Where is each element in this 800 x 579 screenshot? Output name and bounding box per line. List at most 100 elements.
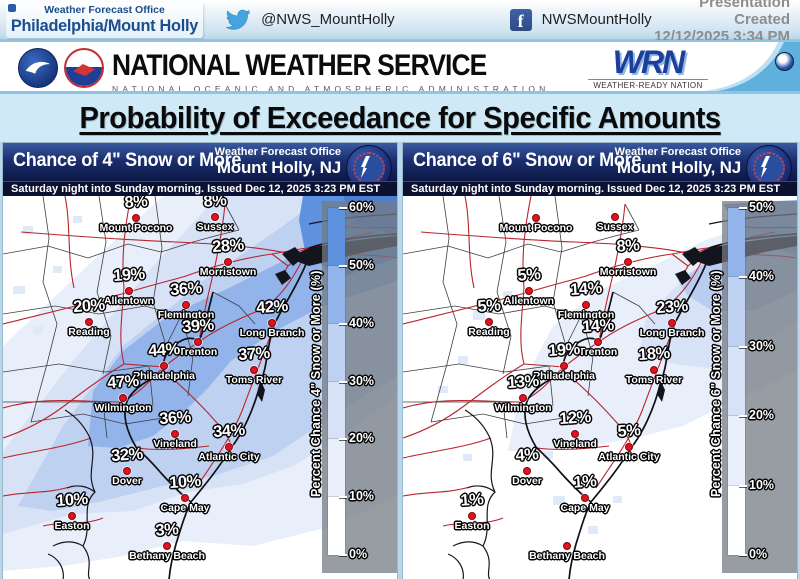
city-probability: 14% xyxy=(581,315,615,337)
city-dot xyxy=(571,430,579,438)
map-subtitle: Saturday night into Sunday morning. Issu… xyxy=(403,181,797,196)
city-name: Dover xyxy=(512,475,542,487)
office-corner-icon xyxy=(8,3,16,12)
twitter-group[interactable]: @NWS_MountHolly xyxy=(225,9,395,31)
city-name: Long Branch xyxy=(639,327,705,339)
city-dot xyxy=(611,213,619,221)
city-marker: 20% Reading xyxy=(3,196,397,579)
map-geography xyxy=(3,196,397,579)
city-probability: 39% xyxy=(181,315,215,337)
city-name: Mount Pocono xyxy=(99,222,173,234)
city-name: Sussex xyxy=(196,221,234,233)
city-dot xyxy=(624,258,632,266)
city-marker: 12% Vineland xyxy=(403,196,797,579)
city-name: Flemington xyxy=(557,309,615,321)
city-marker: 1% Cape May xyxy=(403,196,797,579)
city-dot xyxy=(132,214,140,222)
facebook-icon[interactable]: f xyxy=(509,8,532,31)
city-dot xyxy=(525,287,533,295)
city-name: Trenton xyxy=(578,346,618,358)
city-marker: 10% Cape May xyxy=(3,196,397,579)
city-probability: 5% xyxy=(616,421,641,441)
city-marker: 10% Easton xyxy=(3,196,397,579)
city-name: Atlantic City xyxy=(198,451,260,463)
twitter-handle[interactable]: @NWS_MountHolly xyxy=(261,11,395,28)
city-marker: 23% Long Branch xyxy=(403,196,797,579)
map-image-6in: 50% 40% 30% 20% 10% 0% Percent Chance 6" Snow … xyxy=(403,196,797,579)
agency-block: NATIONAL WEATHER SERVICE NATIONAL OCEANI… xyxy=(112,49,550,94)
city-dot xyxy=(581,494,589,502)
city-dot xyxy=(225,443,233,451)
city-name: Bethany Beach xyxy=(129,550,205,562)
city-marker: 13% Wilmington xyxy=(403,196,797,579)
city-probability: 8% xyxy=(202,196,227,211)
city-probability: 5% xyxy=(476,296,501,316)
city-dot xyxy=(650,366,658,374)
facebook-handle[interactable]: NWSMountHolly xyxy=(541,11,652,28)
city-probability xyxy=(527,518,607,524)
map-office: Weather Forecast Office Mount Holly, NJ xyxy=(215,146,342,178)
city-name: Cape May xyxy=(560,502,610,514)
maps-row: Chance of 4" Snow or More Weather Foreca… xyxy=(0,143,800,579)
city-dot xyxy=(123,467,131,475)
city-dot xyxy=(560,362,568,370)
city-marker: 8% Morristown xyxy=(403,196,797,579)
city-dot xyxy=(181,494,189,502)
map-office-name: Mount Holly, NJ xyxy=(616,158,741,177)
city-probability: 4% xyxy=(514,445,539,465)
wrn-acronym: WRN xyxy=(612,44,685,80)
city-name: Allentown xyxy=(103,295,155,307)
city-marker: 19% Allentown xyxy=(3,196,397,579)
city-marker: 18% Toms River xyxy=(403,196,797,579)
city-probability: 10% xyxy=(55,489,89,511)
city-probability: 18% xyxy=(637,343,671,365)
city-marker: 47% Wilmington xyxy=(3,196,397,579)
city-dot xyxy=(523,467,531,475)
agency-name: NATIONAL WEATHER SERVICE xyxy=(112,49,487,82)
city-layer: Mount Pocono Sussex 8% Morristown 5% All… xyxy=(403,196,797,579)
city-dot xyxy=(182,301,190,309)
city-name: Vineland xyxy=(553,438,597,450)
city-marker: 3% Bethany Beach xyxy=(3,196,397,579)
city-probability: 10% xyxy=(168,471,202,493)
presentation-created-label: Presentation Created xyxy=(699,0,790,28)
city-marker: Sussex xyxy=(403,196,797,579)
wrn-logo: WRN WEATHER-READY NATION xyxy=(588,44,708,90)
city-dot xyxy=(85,318,93,326)
nws-logo-icon xyxy=(64,48,104,88)
city-marker: 8% Mount Pocono xyxy=(3,196,397,579)
city-name: Morristown xyxy=(199,266,257,278)
city-name: Allentown xyxy=(503,295,555,307)
map-image-4in: 60% 50% 40% 30% 20% 10% 0% Percent Chance 4" Sn… xyxy=(3,196,397,579)
city-probability: 13% xyxy=(506,371,540,393)
city-probability: 5% xyxy=(516,265,541,285)
city-name: Trenton xyxy=(178,346,218,358)
office-label: Weather Forecast Office xyxy=(44,3,165,16)
city-dot xyxy=(532,214,540,222)
city-dot xyxy=(519,394,527,402)
city-marker: 14% Flemington xyxy=(403,196,797,579)
city-dot xyxy=(250,366,258,374)
city-probability: 42% xyxy=(255,296,289,318)
city-name: Morristown xyxy=(599,266,657,278)
city-probability: 36% xyxy=(169,278,203,300)
city-probability: 37% xyxy=(237,343,271,365)
city-name: Bethany Beach xyxy=(529,550,605,562)
twitter-icon[interactable] xyxy=(225,9,251,31)
city-marker: 42% Long Branch xyxy=(3,196,397,579)
city-marker: 36% Vineland xyxy=(3,196,397,579)
city-dot xyxy=(468,512,476,520)
city-name: Wilmington xyxy=(494,402,552,414)
city-dot xyxy=(594,338,602,346)
city-marker: 5% Reading xyxy=(403,196,797,579)
map-office: Weather Forecast Office Mount Holly, NJ xyxy=(615,146,742,178)
city-name: Easton xyxy=(454,520,490,532)
city-marker: Bethany Beach xyxy=(403,196,797,579)
city-name: Flemington xyxy=(157,309,215,321)
city-name: Mount Pocono xyxy=(499,222,573,234)
agency-subtitle: NATIONAL OCEANIC AND ATMOSPHERIC ADMINIS… xyxy=(112,84,550,94)
noaa-logo-icon xyxy=(18,48,58,88)
city-probability: 47% xyxy=(106,371,140,393)
city-dot xyxy=(68,512,76,520)
facebook-group[interactable]: f NWSMountHolly xyxy=(509,8,652,31)
